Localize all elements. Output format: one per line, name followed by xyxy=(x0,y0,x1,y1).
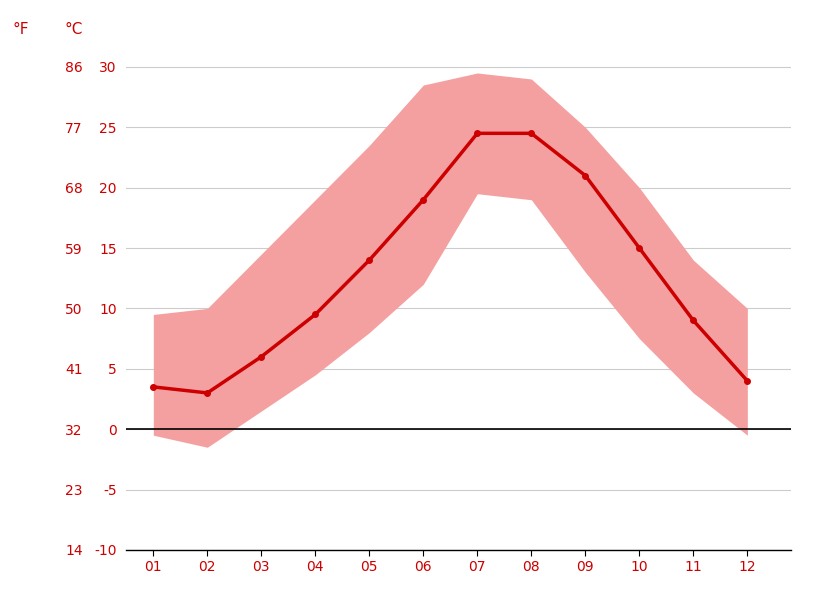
Text: °F: °F xyxy=(12,21,29,37)
Text: °C: °C xyxy=(64,21,82,37)
